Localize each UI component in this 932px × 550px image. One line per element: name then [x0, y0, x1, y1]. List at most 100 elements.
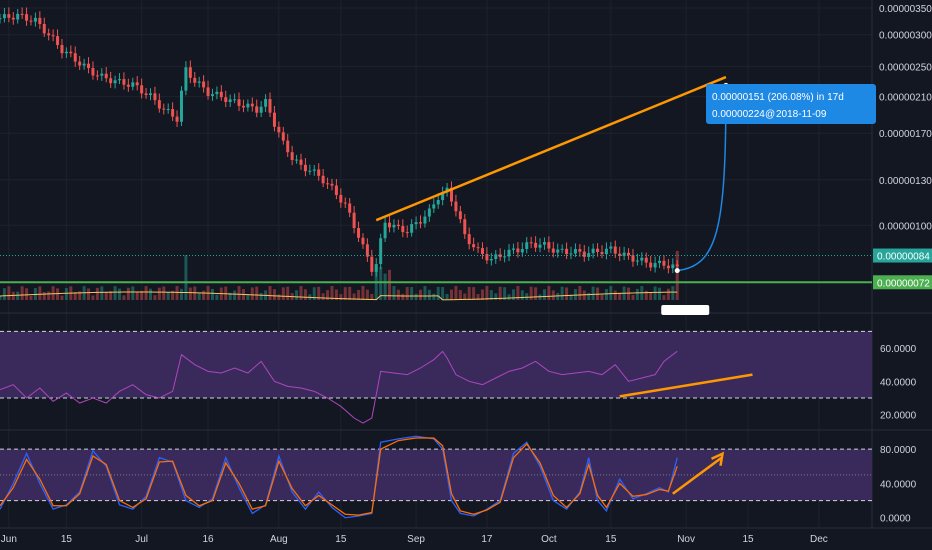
volume-bar	[392, 286, 396, 300]
volume-bar	[525, 293, 529, 300]
candle-body	[573, 249, 577, 254]
volume-bar	[365, 289, 369, 300]
candle-body	[122, 79, 126, 85]
candle-body	[609, 246, 613, 249]
volume-bar	[401, 293, 405, 300]
volume-bar	[463, 293, 467, 300]
rsi-trendline[interactable]	[619, 373, 753, 398]
price-axis-tick: 0.00000170	[879, 129, 932, 140]
volume-bar	[520, 290, 524, 300]
volume-bar	[193, 286, 197, 300]
volume-bar	[281, 287, 285, 300]
volume-bar	[423, 286, 427, 300]
volume-bar	[87, 288, 91, 300]
candle-body	[264, 99, 268, 107]
projection-target-date: 2018-11-09	[776, 109, 827, 120]
volume-bar	[215, 294, 219, 300]
candle-body	[299, 159, 303, 165]
candle-body	[348, 203, 352, 213]
volume-bar	[166, 292, 170, 300]
candle-body	[467, 234, 471, 245]
volume-bar	[135, 292, 139, 300]
candle-body	[498, 254, 502, 258]
projection-curve[interactable]	[677, 90, 727, 272]
volume-bar	[644, 290, 648, 300]
volume-bar	[498, 286, 502, 300]
price-axis-tick: 0.00000350	[879, 4, 932, 15]
candle-body	[458, 211, 462, 220]
rsi-band-fill	[0, 331, 872, 398]
candle-body	[78, 61, 82, 66]
candle-body	[140, 85, 144, 94]
volume-bar	[326, 290, 330, 300]
volume-bar	[7, 286, 11, 300]
candle-body	[472, 244, 476, 248]
volume-bar	[286, 286, 290, 300]
volume-bar	[449, 289, 453, 300]
candle-body	[560, 248, 564, 250]
candle-body	[432, 204, 436, 209]
candle-body	[613, 246, 617, 254]
support-price-tag	[873, 275, 932, 290]
volume-bar	[467, 286, 471, 300]
volume-bar	[507, 294, 511, 300]
volume-bar	[587, 292, 591, 300]
candle-body	[565, 248, 569, 255]
stoch-arrow-shaft[interactable]	[672, 456, 723, 495]
candle-body	[162, 108, 166, 110]
volume-bar	[144, 286, 148, 300]
volume-bar	[357, 290, 361, 300]
candle-body	[259, 106, 263, 113]
volume-bar	[666, 288, 670, 300]
candle-body	[206, 87, 210, 96]
candle-body	[2, 14, 6, 19]
candle-body	[600, 252, 604, 255]
candle-body	[197, 81, 201, 83]
candle-body	[405, 232, 409, 234]
candle-body	[219, 91, 223, 98]
time-axis-label: 15	[605, 534, 617, 545]
volume-bar	[534, 287, 538, 300]
rsi-line	[0, 350, 678, 424]
volume-bar	[321, 293, 325, 300]
candle-body	[184, 67, 188, 91]
volume-bar	[511, 289, 515, 300]
volume-bar	[268, 286, 272, 300]
candle-body	[392, 224, 396, 228]
candle-body	[42, 23, 46, 34]
candle-body	[330, 183, 334, 186]
volume-bar	[609, 286, 613, 300]
candle-body	[148, 93, 152, 96]
candle-body	[489, 259, 493, 261]
volume-bar	[445, 293, 449, 300]
volume-bar	[140, 290, 144, 300]
volume-bar	[228, 292, 232, 300]
volume-bar	[303, 289, 307, 300]
volume-ma-line	[0, 291, 678, 301]
volume-bar	[38, 286, 42, 300]
volume-bar	[16, 291, 20, 300]
volume-bar	[330, 286, 334, 300]
projection-label-box[interactable]	[706, 84, 876, 124]
candle-body	[410, 224, 414, 233]
volume-bar	[671, 286, 675, 300]
volume-bar	[64, 287, 68, 300]
candle-body	[357, 228, 361, 238]
volume-bar	[662, 295, 666, 300]
candle-body	[11, 17, 15, 20]
candle-body	[250, 103, 254, 107]
volume-bar	[600, 294, 604, 300]
candle-body	[361, 237, 365, 245]
candle-body	[649, 262, 653, 268]
volume-bar	[295, 290, 299, 300]
rising-trendline[interactable]	[375, 75, 727, 222]
time-axis-label: Jul	[135, 534, 148, 545]
time-axis-label: Aug	[270, 534, 288, 545]
volume-bar	[104, 292, 108, 300]
candle-body	[370, 256, 374, 272]
volume-bar	[299, 286, 303, 300]
candle-body	[419, 222, 423, 224]
candle-body	[326, 183, 330, 185]
volume-bar	[47, 291, 51, 300]
